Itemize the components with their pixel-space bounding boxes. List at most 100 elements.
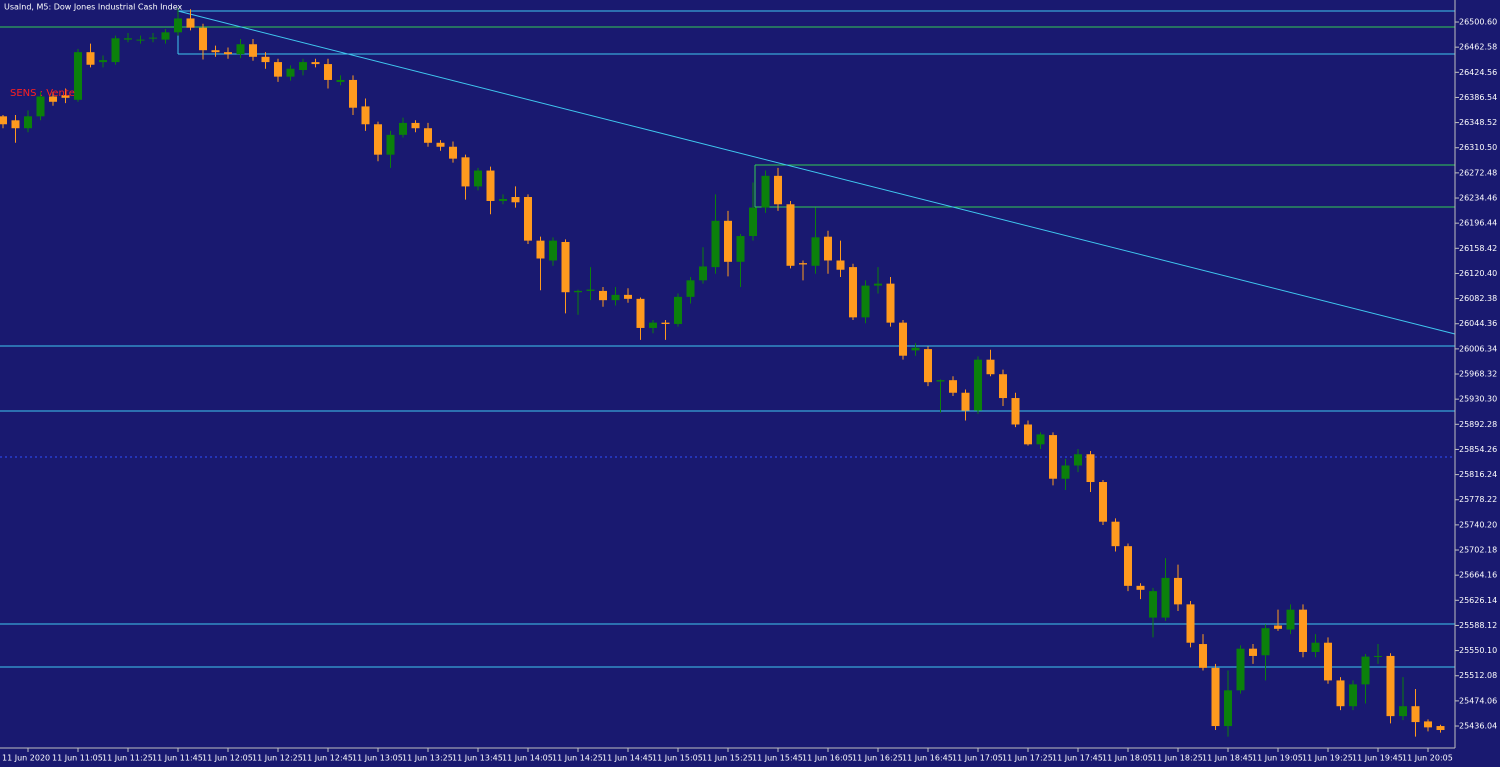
candle-body (1336, 680, 1345, 707)
y-tick-label: 25968.32 (1459, 370, 1497, 379)
candle-body (786, 204, 795, 266)
x-tick-label: 11 Jun 12:05 (202, 754, 253, 763)
x-tick-label: 11 Jun 18:45 (1202, 754, 1253, 763)
signal-annotation: SENS : Vente (10, 88, 75, 99)
candle-body (1374, 655, 1382, 657)
x-tick-label: 11 Jun 15:45 (752, 754, 803, 763)
y-tick-label: 25740.20 (1459, 520, 1497, 529)
candle-body (599, 290, 607, 301)
candle-body (411, 122, 420, 129)
candle-body (436, 142, 445, 147)
candle-body (911, 347, 920, 351)
x-tick-label: 11 Jun 17:05 (952, 754, 1003, 763)
candle-body (836, 260, 845, 270)
y-tick-label: 25664.16 (1459, 571, 1497, 580)
x-tick-label: 11 Jun 14:45 (602, 754, 653, 763)
candle-body (749, 207, 757, 237)
y-tick-label: 25474.06 (1459, 696, 1497, 705)
y-tick-label: 25930.30 (1459, 395, 1497, 404)
candle-body (324, 64, 332, 80)
y-tick-label: 26462.58 (1459, 43, 1497, 52)
candle-body (886, 283, 895, 323)
candle-body (1061, 465, 1070, 479)
candle-body (699, 266, 707, 281)
x-tick-label: 11 Jun 11:05 (52, 754, 103, 763)
candle-body (424, 128, 432, 143)
y-tick-label: 25550.10 (1459, 646, 1497, 655)
candle-body (299, 62, 307, 71)
candle-body (924, 349, 932, 383)
candle-body (274, 62, 282, 77)
candle-body (1361, 656, 1370, 685)
candle-body (499, 198, 507, 201)
candle-body (824, 236, 832, 261)
candle-body (311, 62, 320, 65)
candle-body (1136, 585, 1145, 590)
x-tick-label: 11 Jun 13:05 (352, 754, 403, 763)
candle-body (486, 170, 495, 201)
candle-body (1086, 454, 1095, 483)
y-tick-label: 25816.24 (1459, 470, 1497, 479)
candle-body (1274, 625, 1282, 629)
candle-body (561, 241, 570, 293)
candle-body (1149, 591, 1157, 618)
candle-body (674, 296, 682, 324)
x-tick-label: 11 Jun 16:25 (852, 754, 903, 763)
x-tick-label: 11 Jun 17:25 (1002, 754, 1053, 763)
candle-body (1161, 577, 1170, 618)
x-tick-label: 11 Jun 20:05 (1402, 754, 1453, 763)
candle-body (649, 322, 657, 328)
x-tick-label: 11 Jun 13:45 (452, 754, 503, 763)
y-tick-label: 26120.40 (1459, 269, 1497, 278)
candle-body (11, 120, 20, 129)
candle-body (974, 359, 982, 411)
candle-body (1436, 726, 1445, 731)
candle-body (799, 263, 807, 265)
candle-body (511, 197, 520, 203)
candle-body (1411, 706, 1420, 723)
candle-body (1399, 706, 1407, 717)
candle-body (1286, 609, 1295, 630)
candle-body (849, 267, 857, 318)
x-tick-label: 11 Jun 14:25 (552, 754, 603, 763)
x-tick-label: 11 Jun 15:05 (652, 754, 703, 763)
candle-body (1049, 435, 1057, 479)
y-tick-label: 26500.60 (1459, 18, 1497, 27)
candle-body (211, 50, 220, 53)
candle-body (1324, 642, 1332, 681)
y-tick-label: 25702.18 (1459, 546, 1497, 555)
y-tick-label: 25436.04 (1459, 722, 1497, 731)
candle-body (1099, 482, 1107, 522)
candle-body (686, 280, 695, 297)
candle-body (74, 52, 82, 100)
candle-body (986, 359, 995, 375)
chart-title: UsaInd, M5: Dow Jones Industrial Cash In… (4, 3, 182, 12)
candle-body (861, 285, 870, 318)
candle-body (1024, 424, 1032, 445)
candle-body (636, 298, 645, 328)
x-tick-label: 11 Jun 19:45 (1352, 754, 1403, 763)
candle-body (1386, 655, 1395, 717)
candle-body (1349, 684, 1357, 707)
x-tick-label: 11 Jun 11:45 (152, 754, 203, 763)
candle-body (1199, 644, 1207, 668)
candle-body (961, 392, 970, 411)
y-tick-label: 26196.44 (1459, 219, 1497, 228)
x-tick-label: 11 Jun 17:45 (1052, 754, 1103, 763)
candle-body (1299, 609, 1307, 652)
x-tick-label: 11 Jun 12:25 (252, 754, 303, 763)
candle-body (1174, 577, 1182, 605)
candle-body (1311, 642, 1320, 652)
candle-body (336, 79, 345, 82)
candle-body (0, 116, 7, 125)
candle-body (1011, 398, 1020, 425)
candle-body (124, 38, 132, 40)
candle-body (999, 374, 1007, 399)
y-tick-label: 25892.28 (1459, 420, 1497, 429)
x-tick-label: 11 Jun 15:25 (702, 754, 753, 763)
candle-body (1249, 648, 1257, 656)
x-tick-label: 11 Jun 16:05 (802, 754, 853, 763)
candle-body (1124, 546, 1132, 586)
candle-body (811, 237, 820, 266)
candle-body (1186, 604, 1195, 643)
